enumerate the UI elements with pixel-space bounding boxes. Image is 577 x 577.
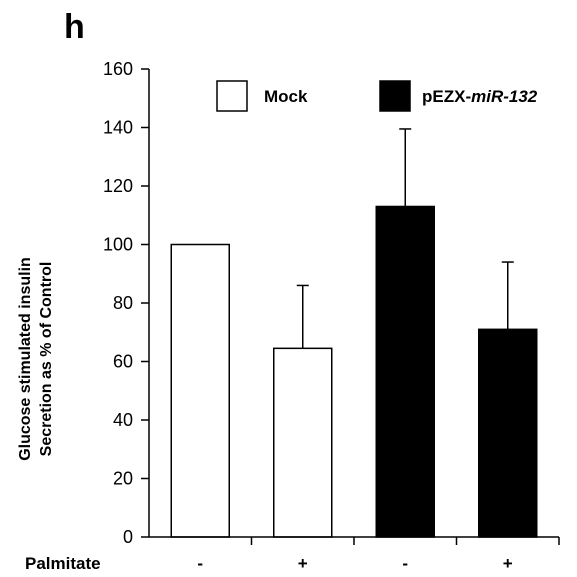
y-tick-label: 160	[103, 59, 133, 79]
palmitate-condition-label: +	[503, 554, 513, 573]
bar	[478, 328, 538, 538]
legend: Mock pEZX-miR-132	[216, 80, 538, 112]
y-tick-label: 120	[103, 176, 133, 196]
y-tick-label: 80	[113, 293, 133, 313]
panel-label: h	[64, 8, 85, 46]
bar	[170, 243, 230, 538]
legend-label-pezx: pEZX-miR-132	[422, 87, 538, 106]
bars	[170, 128, 538, 538]
y-tick-label: 100	[103, 235, 133, 255]
bar	[273, 347, 333, 538]
palmitate-condition-label: -	[197, 554, 203, 573]
y-tick-label: 40	[113, 410, 133, 430]
legend-swatch-pezx	[379, 80, 411, 112]
y-tick-label: 60	[113, 352, 133, 372]
y-tick-label: 20	[113, 469, 133, 489]
legend-swatch-mock	[216, 80, 248, 112]
palmitate-condition-label: -	[402, 554, 408, 573]
palmitate-condition-labels: - + - +	[197, 537, 560, 573]
palmitate-row-label: Palmitate	[25, 554, 101, 573]
legend-label-pezx-prefix: pEZX-	[422, 87, 471, 106]
bar	[375, 205, 435, 538]
legend-label-mock: Mock	[264, 87, 308, 106]
y-tick-label: 0	[123, 527, 133, 547]
palmitate-condition-label: +	[298, 554, 308, 573]
y-axis-label-line-2: Secretion as % of Control	[38, 262, 55, 457]
legend-label-pezx-italic: miR-132	[471, 87, 538, 106]
y-axis-ticks: 0 20 40 60 80 100 120 140 160	[103, 59, 149, 547]
y-axis-label-line-1: Glucose stimulated insulin	[17, 257, 34, 461]
y-tick-label: 140	[103, 118, 133, 138]
